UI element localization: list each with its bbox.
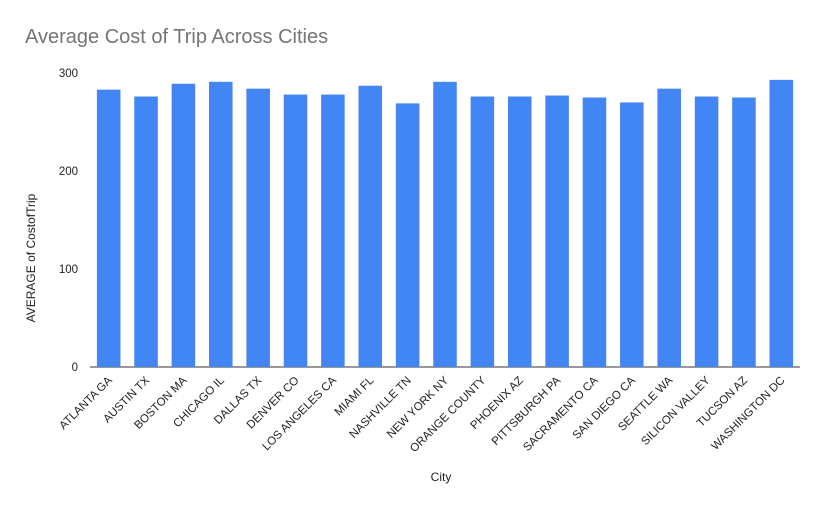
bar: [470, 96, 495, 368]
bar: [209, 81, 233, 367]
y-axis-ticks: 0 100 200 300: [59, 68, 78, 374]
bar: [246, 88, 270, 368]
bar: [96, 89, 121, 367]
bar: [134, 96, 158, 368]
y-tick-label: 300: [59, 68, 78, 80]
bar: [433, 81, 457, 367]
bar: [395, 103, 420, 367]
bar: [582, 97, 607, 367]
x-tick-label: SILICON VALLEY: [639, 374, 713, 448]
x-tick-label: ATLANTA GA: [57, 374, 115, 432]
bar: [283, 94, 308, 367]
bar: [732, 97, 756, 367]
chart-title: Average Cost of Trip Across Cities: [25, 26, 329, 48]
y-tick-label: 200: [59, 166, 78, 178]
x-tick-label: PITTSBURGH PA: [490, 374, 564, 448]
bar: [321, 94, 345, 367]
y-axis-title: AVERAGE of CostofTrip: [24, 193, 38, 322]
bar: [657, 88, 681, 368]
bar: [545, 95, 569, 367]
bar: [171, 83, 196, 367]
bar: [507, 96, 532, 368]
x-tick-label: WASHINGTON DC: [709, 375, 787, 453]
y-tick-label: 0: [72, 362, 78, 374]
bar: [769, 79, 794, 368]
x-tick-label: LOS ANGELES CA: [260, 374, 339, 453]
x-axis-title: City: [431, 470, 452, 484]
bars: [96, 79, 794, 368]
bar: [358, 85, 383, 368]
y-tick-label: 100: [59, 264, 78, 276]
bar: [620, 102, 644, 368]
bar: [694, 96, 719, 368]
